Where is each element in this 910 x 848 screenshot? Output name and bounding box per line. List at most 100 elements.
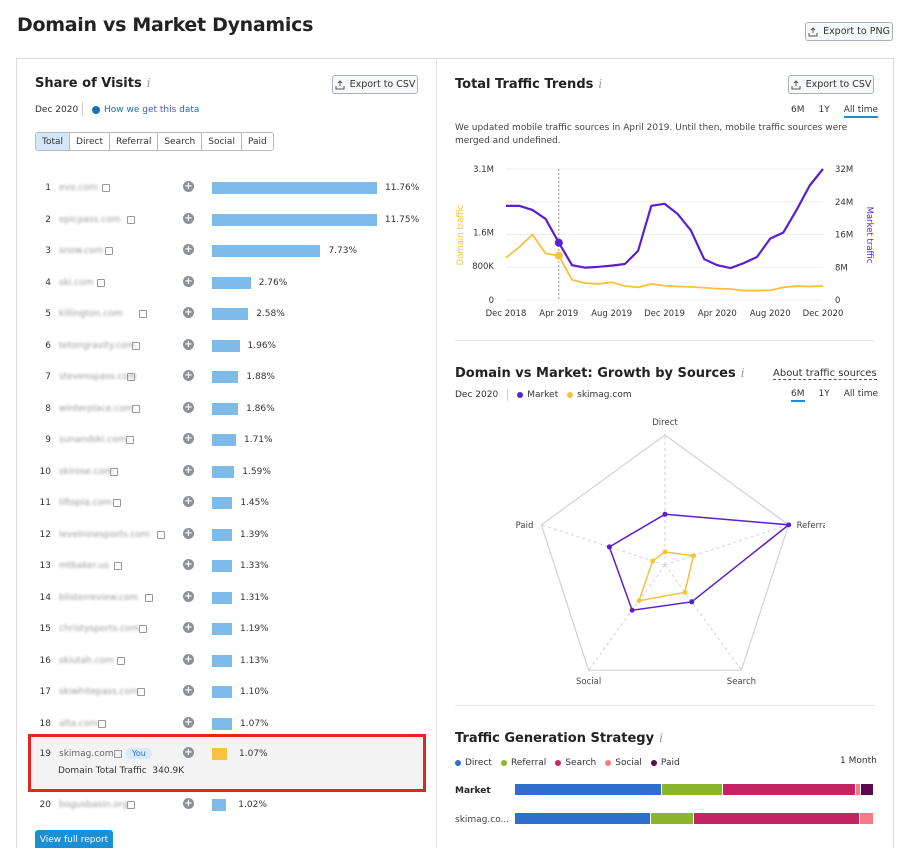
tab-all-time[interactable]: All time bbox=[843, 389, 879, 399]
strategy-segment-direct[interactable] bbox=[515, 784, 663, 795]
external-link-icon[interactable] bbox=[132, 404, 140, 413]
add-domain-icon[interactable]: + bbox=[183, 433, 194, 444]
info-icon[interactable]: i bbox=[146, 76, 151, 90]
domain-name[interactable]: skiwhitepass.com bbox=[59, 687, 139, 697]
add-domain-icon[interactable]: + bbox=[183, 401, 194, 413]
tab-1y[interactable]: 1Y bbox=[818, 105, 830, 115]
list-item[interactable]: 4 ski.com +2.76% bbox=[35, 274, 425, 294]
share-export-csv-button[interactable]: Export to CSV bbox=[332, 75, 418, 94]
tab-total[interactable]: Total bbox=[36, 133, 71, 150]
add-domain-icon[interactable]: + bbox=[183, 685, 194, 696]
list-item[interactable]: 15 christysports.com +1.19% bbox=[35, 620, 425, 640]
view-full-report-button[interactable]: View full report bbox=[35, 830, 113, 848]
domain-name[interactable]: bogusbasin.org bbox=[59, 800, 129, 810]
external-link-icon[interactable] bbox=[114, 562, 122, 570]
domain-name[interactable]: liftopia.com bbox=[59, 498, 112, 508]
strategy-segment-social[interactable] bbox=[856, 784, 862, 795]
strategy-segment-search[interactable] bbox=[694, 813, 860, 824]
list-item[interactable]: 8 winterplace.com +1.86% bbox=[35, 400, 425, 420]
list-item[interactable]: 1 evo.com +11.76% bbox=[35, 179, 425, 199]
external-link-icon[interactable] bbox=[139, 625, 147, 633]
domain-name[interactable]: tetongravity.com bbox=[59, 340, 136, 351]
radar-point[interactable] bbox=[786, 522, 792, 528]
radar-point[interactable] bbox=[636, 598, 642, 604]
tab-search[interactable]: Search bbox=[158, 133, 203, 150]
domain-name[interactable]: evo.com bbox=[59, 183, 98, 193]
tab-1y[interactable]: 1Y bbox=[818, 389, 830, 399]
about-traffic-sources-link[interactable]: About traffic sources bbox=[773, 368, 877, 380]
radar-point[interactable] bbox=[689, 599, 695, 605]
external-link-icon[interactable] bbox=[102, 184, 110, 192]
how-we-get-data-link[interactable]: How we get this data bbox=[92, 105, 199, 115]
list-item[interactable]: 6 tetongravity.com +1.96% bbox=[35, 337, 425, 357]
list-item[interactable]: 18 alta.com +1.07% bbox=[35, 715, 425, 735]
external-link-icon[interactable] bbox=[126, 436, 134, 444]
list-item[interactable]: 10 skirose.com +1.59% bbox=[35, 463, 425, 483]
trends-export-csv-button[interactable]: Export to CSV bbox=[788, 75, 874, 94]
strategy-segment-social[interactable] bbox=[859, 813, 874, 824]
strategy-segment-paid[interactable] bbox=[861, 784, 874, 795]
domain-name[interactable]: blisterreview.com bbox=[59, 592, 139, 603]
add-domain-icon[interactable]: + bbox=[183, 653, 194, 665]
info-icon[interactable]: i bbox=[740, 366, 745, 380]
external-link-icon[interactable] bbox=[98, 719, 106, 728]
tab-direct[interactable]: Direct bbox=[70, 133, 110, 150]
list-item[interactable]: 13 mtbaker.us +1.33% bbox=[35, 557, 425, 577]
list-item[interactable]: 17 skiwhitepass.com +1.10% bbox=[35, 683, 425, 703]
hover-point[interactable] bbox=[554, 251, 563, 260]
tab-social[interactable]: Social bbox=[202, 133, 242, 150]
add-domain-icon[interactable]: + bbox=[183, 798, 194, 809]
external-link-icon[interactable] bbox=[157, 530, 165, 539]
tab-6m[interactable]: 6M bbox=[791, 105, 805, 115]
domain-name[interactable]: christysports.com bbox=[59, 624, 140, 634]
external-link-icon[interactable] bbox=[105, 247, 113, 255]
strategy-segment-referral[interactable] bbox=[662, 784, 724, 795]
tab-all-time[interactable]: All time bbox=[843, 105, 879, 118]
list-item[interactable]: 14 blisterreview.com +1.31% bbox=[35, 589, 425, 609]
domain-name[interactable]: skimag.com bbox=[59, 749, 114, 759]
hover-point[interactable] bbox=[554, 238, 563, 247]
tab-6m[interactable]: 6M bbox=[791, 389, 805, 402]
domain-name[interactable]: mtbaker.us bbox=[59, 561, 110, 571]
radar-point[interactable] bbox=[662, 511, 668, 517]
radar-point[interactable] bbox=[650, 558, 656, 564]
tab-referral[interactable]: Referral bbox=[109, 133, 159, 150]
domain-name[interactable]: stevenspass.com bbox=[59, 372, 137, 382]
external-link-icon[interactable] bbox=[110, 467, 118, 476]
strategy-segment-referral[interactable] bbox=[651, 813, 695, 824]
external-link-icon[interactable] bbox=[139, 310, 147, 318]
domain-name[interactable]: epicpass.com bbox=[59, 214, 121, 225]
domain-name[interactable]: snow.com bbox=[59, 246, 104, 256]
external-link-icon[interactable] bbox=[127, 373, 135, 381]
domain-name[interactable]: killington.com bbox=[59, 309, 123, 319]
domain-name[interactable]: ski.com bbox=[59, 277, 94, 288]
export-png-button[interactable]: Export to PNG bbox=[805, 22, 893, 41]
tab-paid[interactable]: Paid bbox=[241, 133, 273, 150]
external-link-icon[interactable] bbox=[127, 801, 135, 809]
list-item-highlight[interactable]: 19 skimag.com You + 1.07% bbox=[35, 745, 425, 765]
radar-point[interactable] bbox=[682, 589, 688, 595]
add-domain-icon[interactable]: + bbox=[183, 275, 194, 287]
domain-name[interactable]: sunandski.com bbox=[59, 435, 127, 445]
external-link-icon[interactable] bbox=[117, 656, 125, 665]
external-link-icon[interactable] bbox=[113, 499, 121, 507]
external-link-icon[interactable] bbox=[97, 278, 105, 287]
external-link-icon[interactable] bbox=[137, 688, 145, 696]
radar-point[interactable] bbox=[629, 607, 635, 613]
add-domain-icon[interactable]: + bbox=[183, 716, 194, 728]
add-domain-icon[interactable]: + bbox=[183, 307, 194, 318]
add-domain-icon[interactable]: + bbox=[183, 590, 194, 602]
external-link-icon[interactable] bbox=[145, 593, 153, 602]
info-icon[interactable]: i bbox=[659, 731, 663, 745]
external-link-icon[interactable] bbox=[132, 341, 140, 350]
radar-point[interactable] bbox=[690, 553, 696, 559]
domain-name[interactable]: winterplace.com bbox=[59, 403, 134, 414]
list-item[interactable]: 2 epicpass.com +11.75% bbox=[35, 211, 425, 231]
list-item[interactable]: 5 killington.com +2.58% bbox=[35, 305, 425, 325]
list-item[interactable]: 16 skiutah.com +1.13% bbox=[35, 652, 425, 672]
list-item[interactable]: 9 sunandski.com +1.71% bbox=[35, 431, 425, 451]
domain-name[interactable]: levelninesports.com bbox=[59, 529, 150, 540]
radar-point[interactable] bbox=[606, 544, 612, 550]
domain-name[interactable]: skirose.com bbox=[59, 466, 113, 477]
add-domain-icon[interactable]: + bbox=[183, 527, 194, 539]
